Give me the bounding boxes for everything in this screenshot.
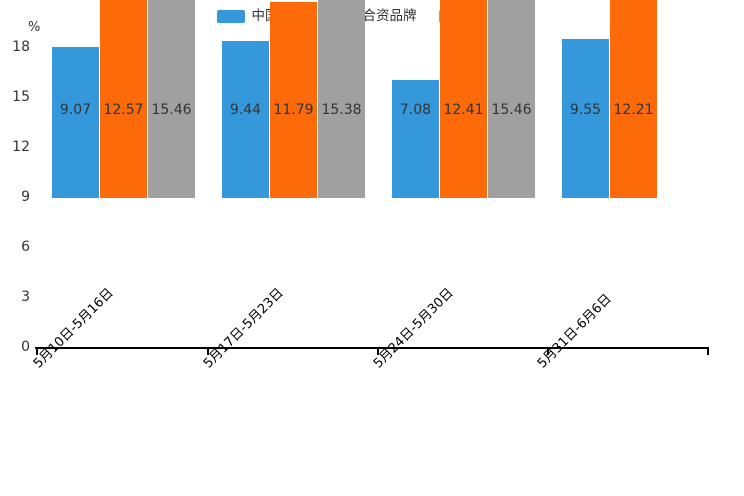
- x-axis-tick-3: [547, 347, 549, 355]
- bar-value-joint-venture-brand-2: 11.79: [273, 102, 314, 118]
- legend-label-joint-venture-brand: 合资品牌: [362, 8, 417, 24]
- y-axis-tick-labels: 0 3 6 9 12 15 18: [0, 0, 30, 496]
- bar-value-china-brand-3: 7.08: [399, 102, 432, 118]
- bar-import-brand-2[interactable]: 15.38: [318, 0, 365, 198]
- bar-china-brand-3[interactable]: 7.08: [392, 80, 439, 198]
- bar-value-china-brand-2: 9.44: [229, 102, 262, 118]
- y-axis-tick-15: 15: [12, 89, 30, 105]
- bar-china-brand-1[interactable]: 9.07: [52, 46, 99, 198]
- y-axis-tick-18: 18: [12, 39, 30, 55]
- y-axis-tick-3: 3: [21, 289, 30, 305]
- bar-value-joint-venture-brand-3: 12.41: [443, 102, 484, 118]
- x-axis-tick-4: [707, 347, 709, 355]
- bar-value-joint-venture-brand-4: 12.21: [613, 102, 654, 118]
- bar-china-brand-4[interactable]: 9.55: [562, 38, 609, 198]
- bar-joint-venture-brand-1[interactable]: 12.57: [100, 0, 147, 198]
- legend-swatch-china-brand: [216, 10, 245, 24]
- x-axis-tick-0: [36, 347, 38, 355]
- bar-import-brand-1[interactable]: 15.46: [148, 0, 195, 198]
- x-axis-tick-1: [207, 347, 209, 355]
- x-axis-tick-2: [377, 347, 379, 355]
- y-axis-tick-6: 6: [21, 239, 30, 255]
- bar-value-import-brand-1: 15.46: [151, 102, 192, 118]
- bar-joint-venture-brand-3[interactable]: 12.41: [440, 0, 487, 198]
- bar-china-brand-2[interactable]: 9.44: [222, 40, 269, 198]
- bar-joint-venture-brand-2[interactable]: 11.79: [270, 1, 317, 198]
- bar-value-china-brand-1: 9.07: [59, 102, 92, 118]
- y-axis-tick-9: 9: [21, 189, 30, 205]
- x-axis-line: [35, 347, 709, 349]
- y-axis-tick-0: 0: [21, 339, 30, 355]
- bar-joint-venture-brand-4[interactable]: 12.21: [610, 0, 657, 198]
- bar-value-import-brand-2: 15.38: [321, 102, 362, 118]
- y-axis-unit-label: %: [28, 20, 41, 35]
- bar-value-import-brand-3: 15.46: [491, 102, 532, 118]
- plot-area: 9.07 9.44 7.08 9.55 12.57 11.79 12.41 12.21 15.4…: [52, 0, 657, 198]
- bar-value-china-brand-4: 9.55: [569, 102, 602, 118]
- y-axis-tick-12: 12: [12, 139, 30, 155]
- bar-value-joint-venture-brand-1: 12.57: [103, 102, 144, 118]
- bar-import-brand-3[interactable]: 15.46: [488, 0, 535, 198]
